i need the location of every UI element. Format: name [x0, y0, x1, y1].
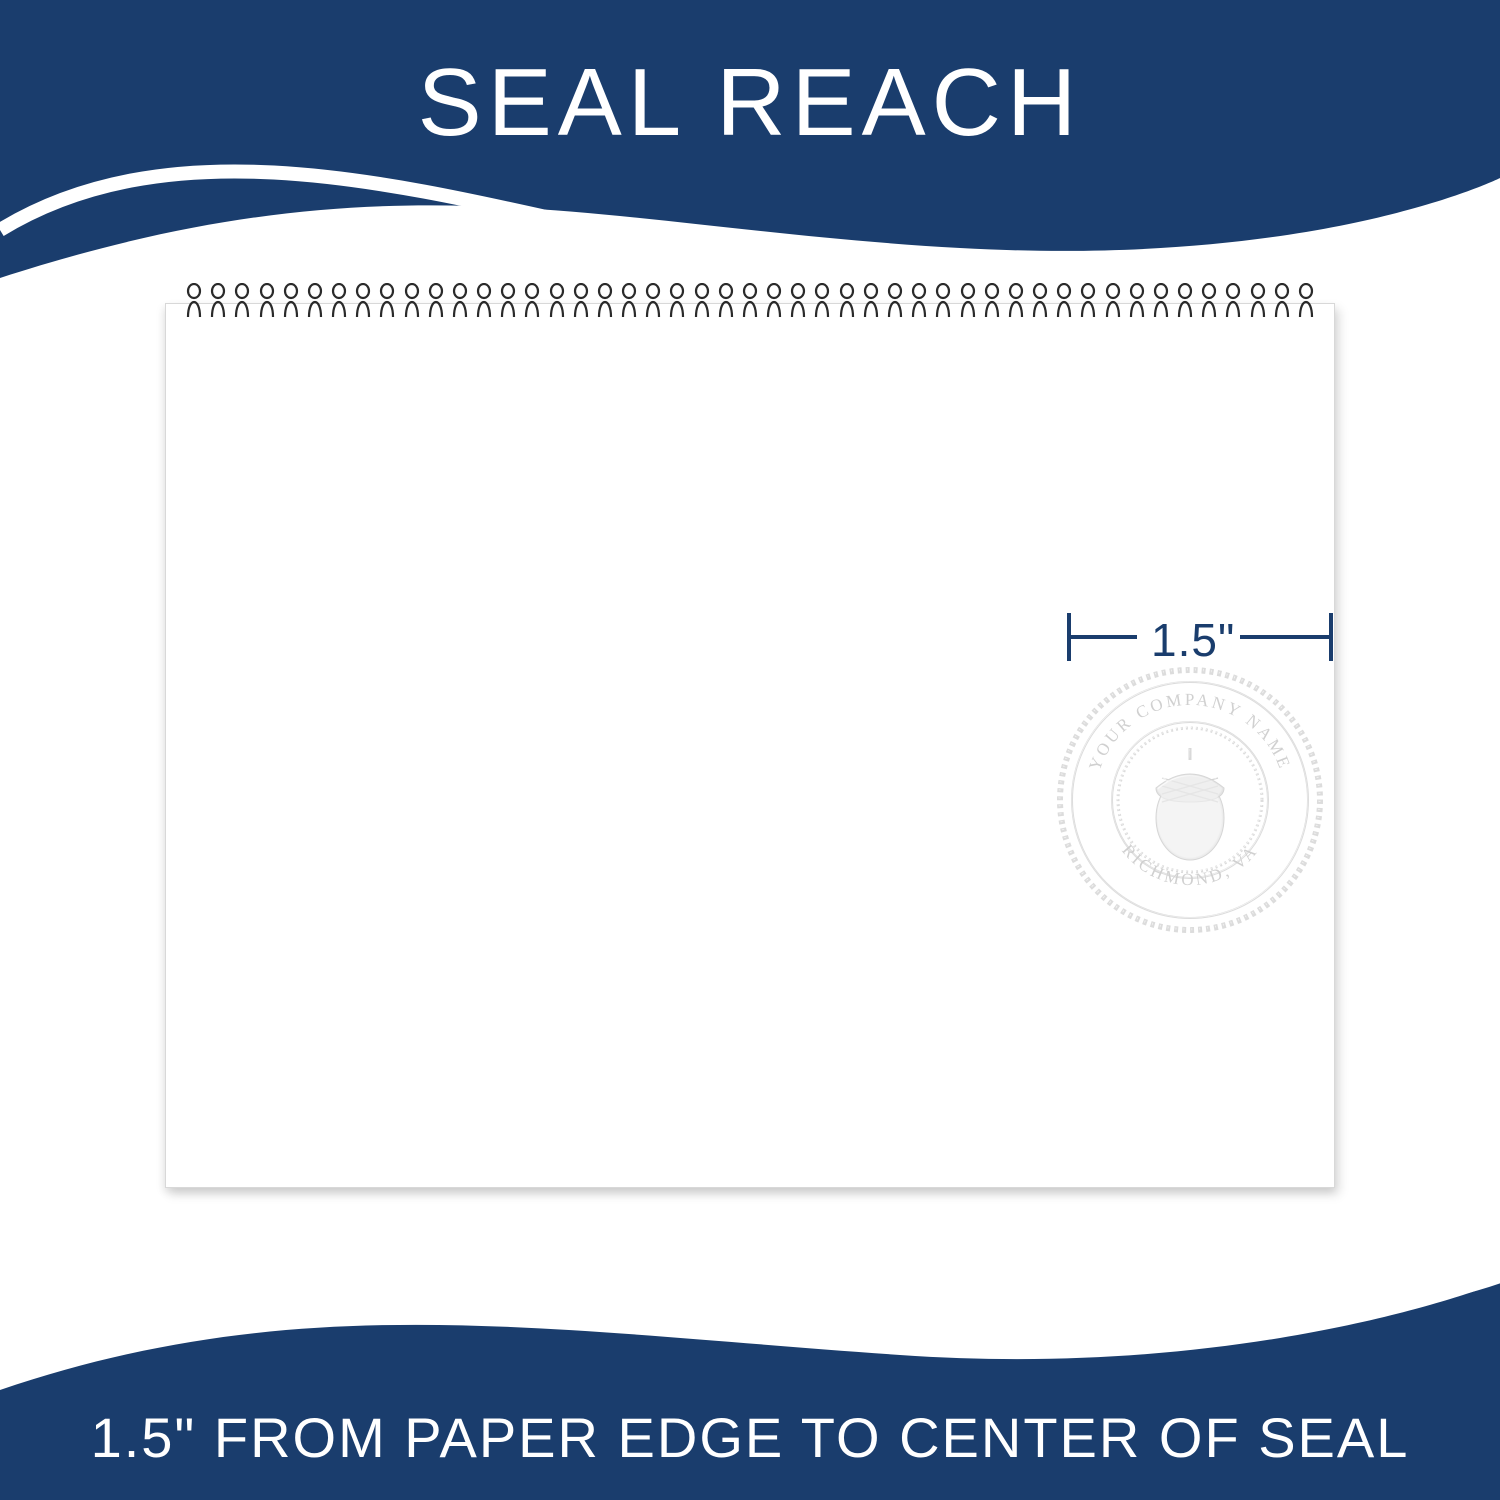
spiral-loop — [451, 283, 469, 319]
svg-text:YOUR COMPANY NAME: YOUR COMPANY NAME — [1085, 690, 1295, 773]
embossed-seal: YOUR COMPANY NAME RICHMOND, VA — [1050, 660, 1330, 940]
spiral-loop — [258, 283, 276, 319]
spiral-loop — [1055, 283, 1073, 319]
spiral-loop — [959, 283, 977, 319]
spiral-loop — [620, 283, 638, 319]
spiral-loop — [1200, 283, 1218, 319]
footer-caption: 1.5" FROM PAPER EDGE TO CENTER OF SEAL — [0, 1405, 1500, 1470]
spiral-loop — [1273, 283, 1291, 319]
seal-text-top: YOUR COMPANY NAME — [1085, 690, 1295, 773]
acorn-icon — [1156, 748, 1224, 860]
spiral-loop — [717, 283, 735, 319]
page-title: SEAL REACH — [0, 48, 1500, 158]
spiral-loop — [1249, 283, 1267, 319]
spiral-loop — [693, 283, 711, 319]
spiral-loop — [572, 283, 590, 319]
spiral-loop — [1031, 283, 1049, 319]
spiral-loop — [427, 283, 445, 319]
spiral-loop — [282, 283, 300, 319]
spiral-loop — [765, 283, 783, 319]
spiral-loop — [886, 283, 904, 319]
spiral-loop — [813, 283, 831, 319]
spiral-binding — [185, 283, 1315, 323]
spiral-loop — [1104, 283, 1122, 319]
spiral-loop — [330, 283, 348, 319]
spiral-loop — [596, 283, 614, 319]
spiral-loop — [306, 283, 324, 319]
spiral-loop — [789, 283, 807, 319]
spiral-loop — [1152, 283, 1170, 319]
measurement-indicator: 1.5" — [1065, 607, 1357, 667]
spiral-loop — [1079, 283, 1097, 319]
spiral-loop — [499, 283, 517, 319]
spiral-loop — [209, 283, 227, 319]
spiral-loop — [1176, 283, 1194, 319]
spiral-loop — [1297, 283, 1315, 319]
spiral-loop — [983, 283, 1001, 319]
measurement-label: 1.5" — [1151, 613, 1235, 667]
spiral-loop — [1007, 283, 1025, 319]
spiral-loop — [741, 283, 759, 319]
spiral-loop — [644, 283, 662, 319]
spiral-loop — [354, 283, 372, 319]
spiral-loop — [668, 283, 686, 319]
spiral-loop — [378, 283, 396, 319]
spiral-loop — [862, 283, 880, 319]
spiral-loop — [548, 283, 566, 319]
spiral-loop — [233, 283, 251, 319]
spiral-loop — [838, 283, 856, 319]
spiral-loop — [1128, 283, 1146, 319]
spiral-loop — [185, 283, 203, 319]
spiral-loop — [934, 283, 952, 319]
spiral-loop — [403, 283, 421, 319]
spiral-loop — [523, 283, 541, 319]
spiral-loop — [475, 283, 493, 319]
spiral-loop — [910, 283, 928, 319]
spiral-loop — [1224, 283, 1242, 319]
